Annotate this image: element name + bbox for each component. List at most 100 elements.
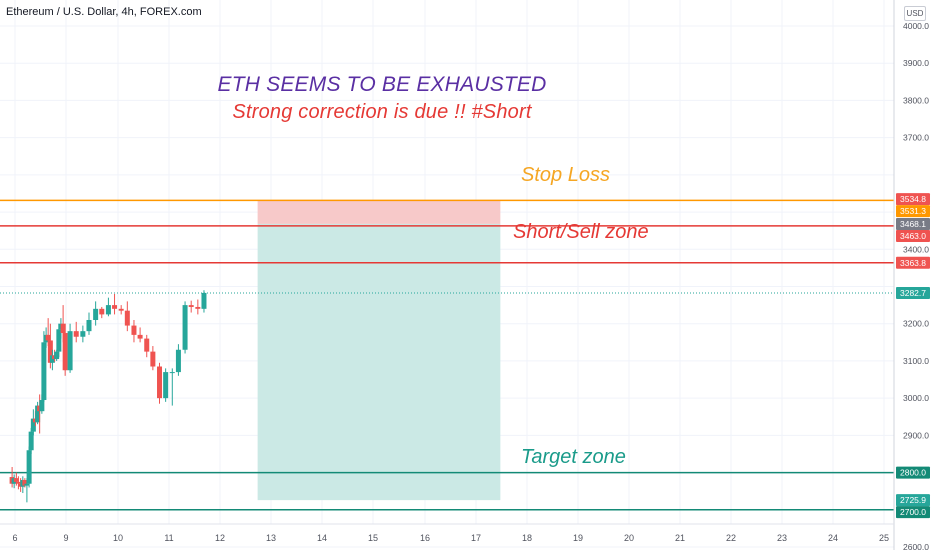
symbol-title: Ethereum / U.S. Dollar, 4h, FOREX.com [6, 6, 202, 18]
candle-body [60, 323, 66, 334]
headline-correction: Strong correction is due !! #Short [232, 101, 532, 123]
price-level-badge[interactable]: 3463.0 [896, 229, 930, 242]
time-axis[interactable]: 6 9 10 11 12 13 14 15 16 17 18 19 20 21 22 23 24 25 [0, 523, 894, 543]
candle-body [93, 308, 99, 320]
currency-button[interactable]: USD [904, 6, 926, 21]
y-tick-label: 4000.0 [903, 21, 929, 31]
candle [131, 319, 137, 343]
candle-body [99, 308, 105, 315]
price-level-badge-bg [896, 229, 930, 242]
price-level-badge-bg [896, 205, 930, 218]
y-tick-label: 3000.0 [903, 393, 929, 403]
y-tick-label: 2600.0 [903, 542, 929, 550]
candle [80, 325, 86, 343]
candle-body [13, 478, 19, 482]
candle [188, 300, 194, 313]
candle [124, 301, 130, 332]
candle [150, 346, 156, 371]
candle-body [163, 372, 169, 399]
price-level-badge-bg [896, 193, 930, 206]
candle-body [175, 349, 181, 373]
y-tick-label: 2900.0 [903, 430, 929, 440]
candle [15, 476, 21, 490]
y-tick-label: 3100.0 [903, 356, 929, 366]
candle-body [137, 334, 143, 339]
target-zone-label: Target zone [521, 446, 626, 468]
y-tick-label: 3200.0 [903, 319, 929, 329]
price-axis-background [894, 0, 932, 550]
candle-body [22, 480, 28, 486]
candle-body [105, 305, 111, 315]
price-level-badge[interactable]: 3531.3 [896, 205, 930, 218]
candle-body [45, 334, 51, 341]
candle-body [188, 305, 194, 307]
price-axis[interactable]: 4000.0 3900.0 3800.0 3700.0 3400.0 3200.0 3100… [893, 0, 932, 552]
x-tick-label: 17 [471, 533, 481, 543]
x-tick-label: 20 [624, 533, 634, 543]
position-tool[interactable] [257, 200, 501, 501]
candle [201, 290, 207, 313]
candle-body [201, 292, 207, 309]
candle-body [86, 319, 92, 332]
target-profit-box[interactable] [257, 223, 501, 501]
candle [28, 427, 34, 454]
candle [118, 305, 124, 315]
stop-loss-label: Stop Loss [521, 164, 610, 186]
candles [9, 290, 207, 503]
price-level-badge[interactable]: 3282.7 [896, 286, 930, 299]
x-tick-label: 11 [164, 533, 173, 543]
price-level-badge[interactable]: 2725.9 [896, 494, 930, 507]
candle-body [112, 305, 118, 309]
y-tick-label: 3900.0 [903, 58, 929, 68]
candle-body [39, 400, 45, 412]
candle [195, 299, 201, 315]
x-tick-label: 23 [777, 533, 787, 543]
candle [137, 327, 143, 343]
candle [175, 344, 181, 376]
candle [26, 446, 32, 488]
candle-body [73, 331, 79, 337]
x-tick-label: 15 [368, 533, 378, 543]
candle-body [62, 333, 68, 371]
price-level-badge-bg [896, 494, 930, 507]
price-level-badge[interactable]: 3363.8 [896, 256, 930, 269]
candle-body [56, 329, 62, 352]
candle [73, 321, 79, 343]
stop-loss-box[interactable] [257, 200, 501, 224]
y-tick-label: 3800.0 [903, 95, 929, 105]
price-level-badge-text: 3463.0 [900, 231, 926, 241]
candle-body [47, 340, 53, 363]
candle [182, 301, 188, 354]
price-level-badge-bg [896, 466, 930, 479]
candle [22, 478, 28, 488]
candle-body [80, 331, 86, 337]
x-tick-label: 19 [573, 533, 583, 543]
candle-body [30, 418, 36, 432]
price-level-badge[interactable]: 3534.8 [896, 193, 930, 206]
x-tick-label: 12 [215, 533, 225, 543]
x-tick-label: 13 [266, 533, 276, 543]
candle-body [144, 338, 150, 352]
x-tick-label: 6 [12, 533, 17, 543]
price-level-badge[interactable]: 2700.0 [896, 506, 930, 519]
price-level-badge[interactable]: 3468.1 [896, 217, 930, 230]
candle-body [28, 431, 34, 451]
x-tick-label: 16 [420, 533, 430, 543]
candle-body [157, 366, 163, 399]
x-tick-label: 9 [63, 533, 68, 543]
price-level-badge-text: 2800.0 [900, 468, 926, 478]
price-level-badge-text: 3534.8 [900, 194, 926, 204]
candle-body [41, 342, 47, 401]
price-level-badge-text: 3363.8 [900, 258, 926, 268]
candle [157, 362, 163, 404]
price-level-badge[interactable]: 2800.0 [896, 466, 930, 479]
candle-body [169, 372, 175, 374]
price-level-badge-text: 3531.3 [900, 206, 926, 216]
candle-body [35, 405, 41, 423]
horizontal-lines[interactable] [0, 199, 894, 511]
price-level-badge-bg [896, 286, 930, 299]
candle [105, 297, 111, 317]
candle-body [24, 483, 30, 486]
